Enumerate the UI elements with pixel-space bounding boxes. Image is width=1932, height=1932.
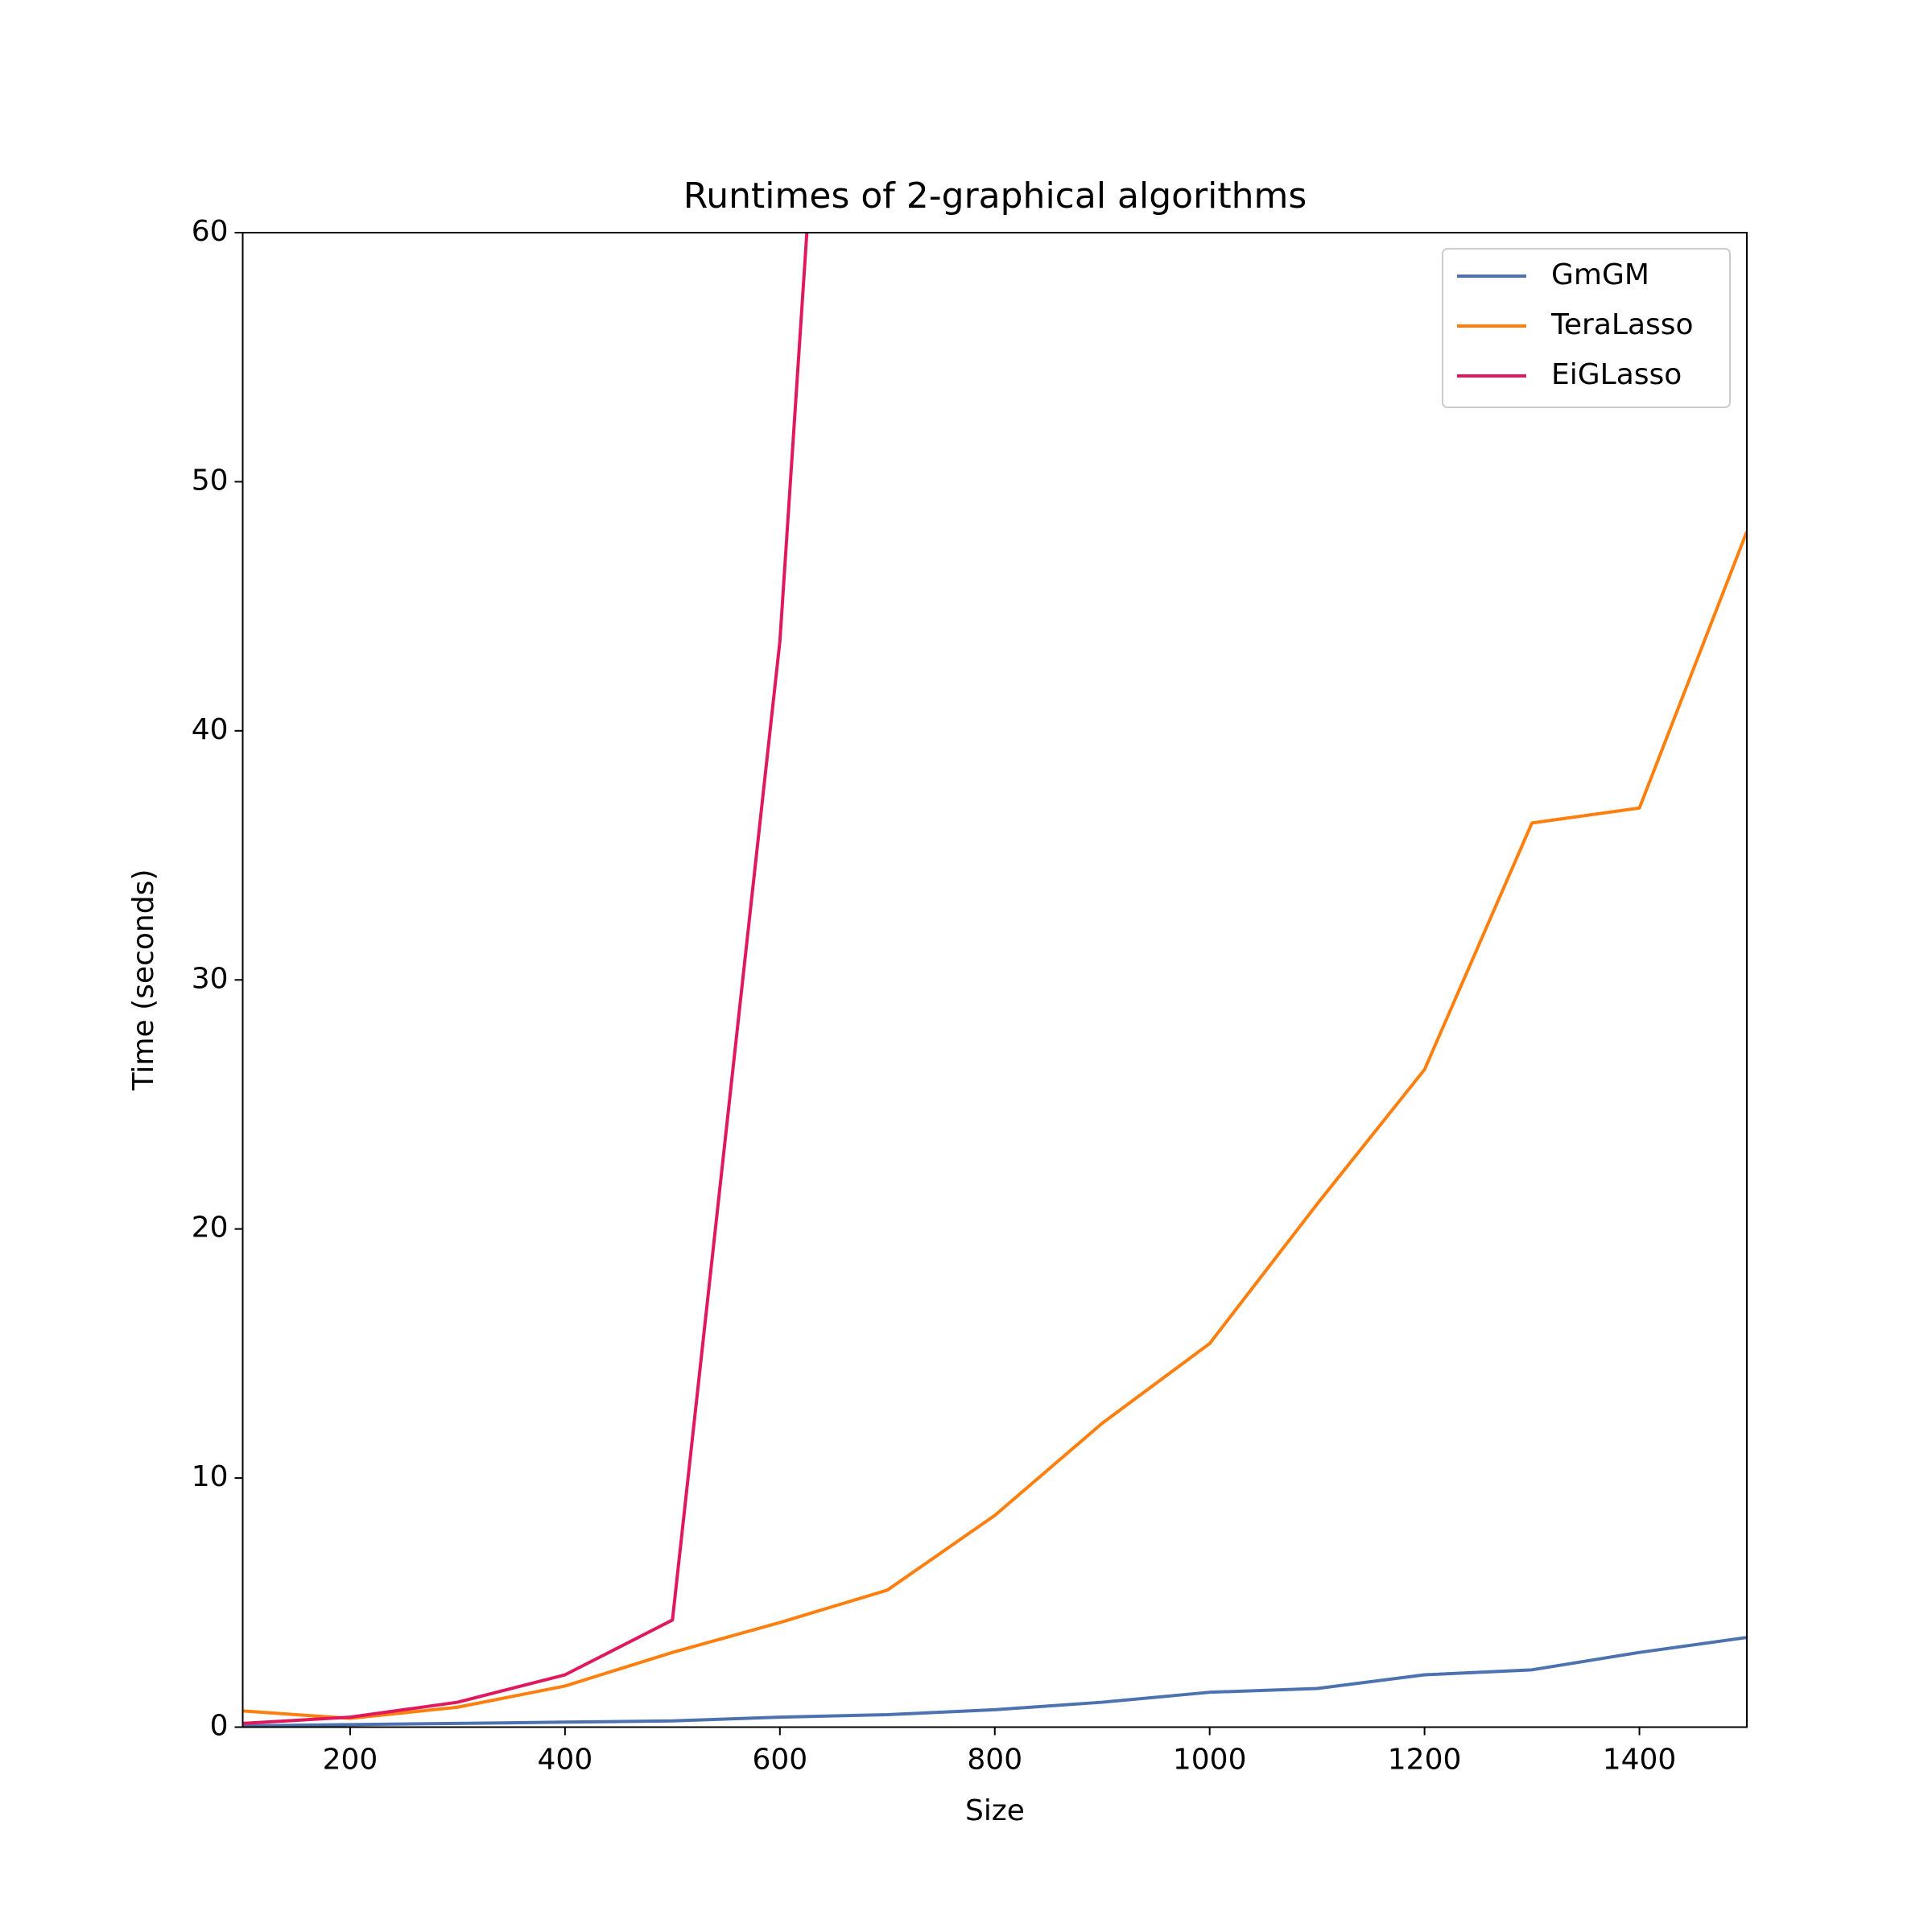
x-tick-label: 200 [323, 1744, 378, 1777]
series-line [242, 233, 809, 1725]
x-tick-label: 800 [967, 1744, 1022, 1777]
y-tick-label: 60 [192, 215, 229, 248]
legend-box [1442, 248, 1731, 408]
x-tick-label: 1400 [1603, 1744, 1677, 1777]
x-tick-label: 1000 [1173, 1744, 1247, 1777]
plot-area [242, 233, 1747, 1728]
y-tick-label: 30 [192, 962, 229, 995]
chart-title: Runtimes of 2-graphical algorithms [683, 175, 1307, 217]
y-tick-label: 0 [210, 1710, 229, 1743]
y-axis-label: Time (seconds) [127, 869, 160, 1092]
x-tick-label: 1200 [1388, 1744, 1462, 1777]
x-axis-label: Size [965, 1794, 1025, 1827]
series-line [242, 1636, 1747, 1728]
y-tick-label: 10 [192, 1460, 229, 1493]
y-tick-label: 20 [192, 1212, 229, 1245]
x-tick-label: 600 [752, 1744, 807, 1777]
x-tick-label: 400 [538, 1744, 593, 1777]
legend-label: EiGLasso [1551, 358, 1682, 391]
legend-label: GmGM [1551, 258, 1649, 291]
legend-label: TeraLasso [1550, 308, 1694, 341]
series-line [242, 530, 1747, 1720]
plot-frame [242, 232, 1748, 1728]
y-tick-label: 50 [192, 464, 229, 497]
y-tick-label: 40 [192, 713, 229, 746]
